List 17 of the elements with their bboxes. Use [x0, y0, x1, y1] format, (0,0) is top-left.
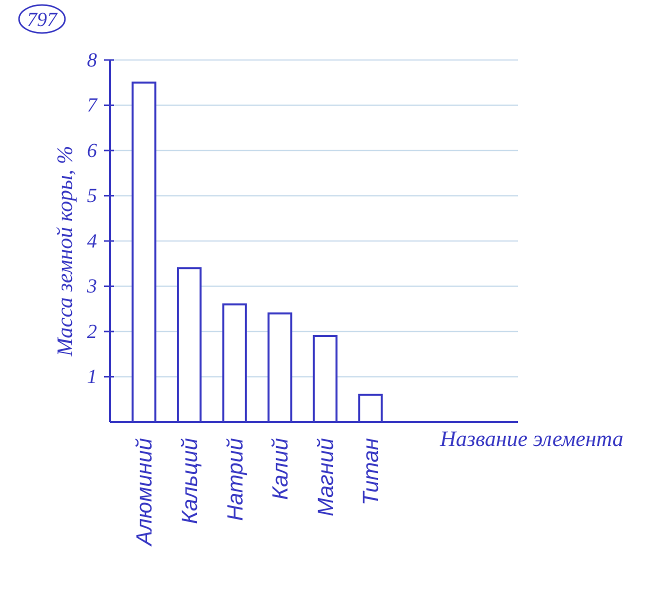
- y-tick-label: 3: [86, 276, 97, 298]
- y-tick-label: 1: [87, 366, 97, 388]
- x-tick-label: Алюминий: [132, 438, 157, 548]
- x-tick-label: Магний: [312, 438, 338, 516]
- x-tick-label: Титан: [358, 438, 384, 506]
- y-tick-label: 8: [87, 49, 97, 72]
- y-tick-label: 6: [87, 140, 97, 162]
- y-tick-label: 7: [87, 94, 98, 117]
- x-axis-title: Название элемента: [439, 426, 624, 451]
- y-axis-title: Масса земной коры, %: [52, 146, 77, 358]
- y-tick-label: 5: [87, 185, 97, 208]
- y-tick-label: 4: [87, 230, 97, 252]
- text: 797: [27, 9, 58, 31]
- x-tick-label: Кальций: [176, 438, 202, 524]
- y-tick-label: 2: [87, 320, 97, 343]
- x-tick-label: Натрий: [222, 438, 248, 521]
- x-tick-label: Калий: [268, 438, 293, 500]
